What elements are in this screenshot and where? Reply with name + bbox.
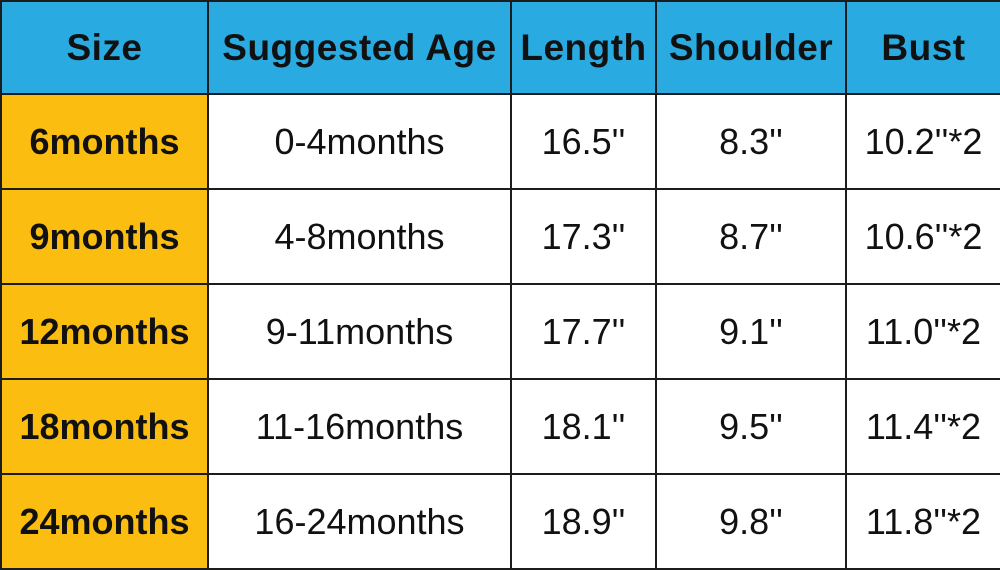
cell-suggested-age: 4-8months xyxy=(207,188,512,285)
table-row: 6months 0-4months 16.5'' 8.3'' 10.2''*2 xyxy=(0,93,1000,190)
cell-shoulder: 8.7'' xyxy=(655,188,847,285)
cell-bust: 10.6''*2 xyxy=(845,188,1000,285)
cell-suggested-age: 9-11months xyxy=(207,283,512,380)
cell-shoulder: 9.1'' xyxy=(655,283,847,380)
cell-size: 9months xyxy=(0,188,209,285)
cell-bust: 11.8''*2 xyxy=(845,473,1000,570)
cell-bust: 11.4''*2 xyxy=(845,378,1000,475)
table-row: 12months 9-11months 17.7'' 9.1'' 11.0''*… xyxy=(0,283,1000,380)
column-header-length: Length xyxy=(510,0,657,95)
cell-shoulder: 9.5'' xyxy=(655,378,847,475)
cell-length: 18.9'' xyxy=(510,473,657,570)
table-row: 18months 11-16months 18.1'' 9.5'' 11.4''… xyxy=(0,378,1000,475)
cell-size: 6months xyxy=(0,93,209,190)
column-header-size: Size xyxy=(0,0,209,95)
table-row: 24months 16-24months 18.9'' 9.8'' 11.8''… xyxy=(0,473,1000,570)
cell-size: 24months xyxy=(0,473,209,570)
cell-length: 16.5'' xyxy=(510,93,657,190)
column-header-suggested-age: Suggested Age xyxy=(207,0,512,95)
header-row: Size Suggested Age Length Shoulder Bust xyxy=(0,0,1000,95)
cell-suggested-age: 16-24months xyxy=(207,473,512,570)
cell-suggested-age: 11-16months xyxy=(207,378,512,475)
cell-length: 17.7'' xyxy=(510,283,657,380)
cell-size: 12months xyxy=(0,283,209,380)
cell-length: 18.1'' xyxy=(510,378,657,475)
cell-length: 17.3'' xyxy=(510,188,657,285)
table-row: 9months 4-8months 17.3'' 8.7'' 10.6''*2 xyxy=(0,188,1000,285)
cell-shoulder: 8.3'' xyxy=(655,93,847,190)
cell-size: 18months xyxy=(0,378,209,475)
cell-suggested-age: 0-4months xyxy=(207,93,512,190)
column-header-bust: Bust xyxy=(845,0,1000,95)
cell-bust: 11.0''*2 xyxy=(845,283,1000,380)
column-header-shoulder: Shoulder xyxy=(655,0,847,95)
cell-bust: 10.2''*2 xyxy=(845,93,1000,190)
cell-shoulder: 9.8'' xyxy=(655,473,847,570)
